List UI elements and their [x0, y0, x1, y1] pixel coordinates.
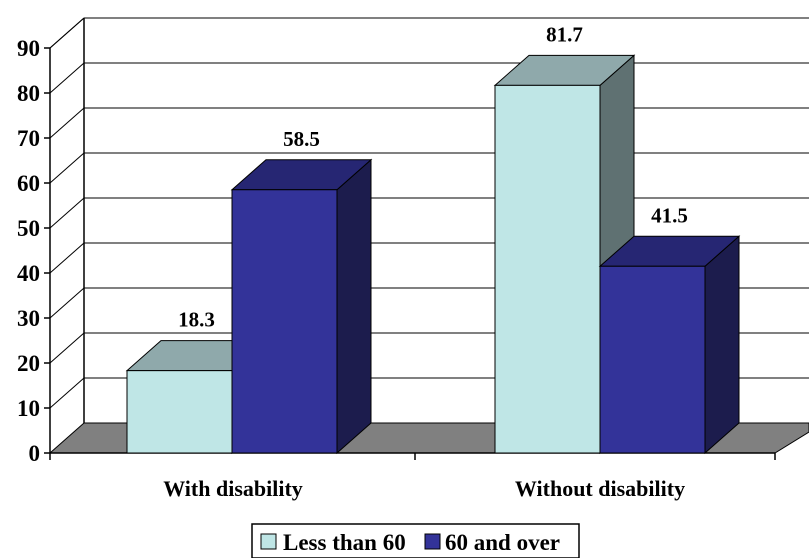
data-label: 41.5 [651, 203, 688, 227]
data-labels: 18.3 58.5 81.7 41.5 [178, 22, 688, 331]
y-tick-label: 40 [17, 261, 40, 286]
bar-60-and-over-without-disability [598, 235, 741, 455]
y-tick-label: 80 [17, 81, 40, 106]
bar-front [126, 370, 233, 454]
gridline-diagonal [49, 377, 85, 409]
gridline-diagonal [49, 152, 85, 184]
y-tick-label: 20 [17, 351, 40, 376]
data-label: 81.7 [546, 22, 583, 46]
data-label: 58.5 [283, 127, 320, 151]
y-tick-label: 60 [17, 171, 40, 196]
bar-60-and-over-with-disability [230, 158, 373, 455]
legend-label: Less than 60 [283, 530, 406, 555]
legend: Less than 60 60 and over [251, 523, 580, 558]
bars [125, 54, 741, 455]
axis-top-diagonal [49, 17, 85, 49]
bar-side [336, 158, 372, 455]
x-category-label: Without disability [515, 476, 685, 501]
bar-front [599, 265, 706, 454]
data-label: 18.3 [178, 308, 215, 332]
legend-swatch [260, 533, 277, 550]
gridline-diagonal [49, 197, 85, 229]
bar-side [704, 235, 740, 455]
gridlines [49, 17, 809, 409]
gridline-diagonal [49, 107, 85, 139]
legend-label: 60 and over [445, 530, 560, 555]
y-tick-label: 70 [17, 126, 40, 151]
y-tick-label: 90 [17, 36, 40, 61]
x-category-label: With disability [163, 476, 303, 501]
legend-box [251, 523, 580, 558]
gridline-diagonal [49, 287, 85, 319]
legend-swatch [424, 533, 441, 550]
bar-front [231, 189, 338, 454]
y-tick-label: 0 [29, 441, 41, 466]
gridline-diagonal [49, 332, 85, 364]
bar-front [494, 84, 601, 454]
y-tick-label: 50 [17, 216, 40, 241]
gridline-diagonal [49, 62, 85, 94]
y-tick-label: 10 [17, 396, 40, 421]
gridline-diagonal [49, 242, 85, 274]
y-tick-label: 30 [17, 306, 40, 331]
